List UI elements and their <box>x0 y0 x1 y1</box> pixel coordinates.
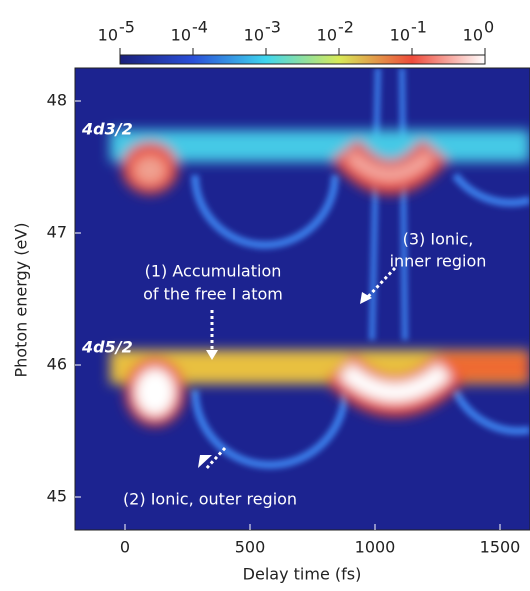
annotation: 4d5/2 <box>81 338 133 357</box>
colorbar-tick-exponent: -3 <box>265 18 281 37</box>
y-tick-label: 46 <box>47 355 67 374</box>
y-tick-label: 47 <box>47 223 67 242</box>
heatmap <box>75 68 530 530</box>
y-tick-label: 48 <box>47 91 67 110</box>
annotation: inner region <box>390 252 487 271</box>
colorbar-tick-label: 10 <box>317 26 337 45</box>
colorbar-tick-label: 10 <box>171 26 191 45</box>
x-tick-label: 500 <box>235 538 266 557</box>
colorbar-tick-label: 10 <box>463 26 483 45</box>
plot-frame <box>74 67 530 531</box>
annotation: 4d3/2 <box>81 120 133 139</box>
annotation: (3) Ionic, <box>403 230 474 249</box>
x-tick-label: 0 <box>120 538 130 557</box>
x-tick-label: 1000 <box>355 538 396 557</box>
colorbar-tick-label: 10 <box>244 26 264 45</box>
colorbar-tick-label: 10 <box>98 26 118 45</box>
colorbar <box>119 54 486 65</box>
x-tick-label: 1500 <box>480 538 521 557</box>
y-tick-label: 45 <box>47 487 67 506</box>
colorbar-tick-exponent: 0 <box>484 18 494 37</box>
colorbar-tick-exponent: -5 <box>119 18 135 37</box>
colorbar-tick-exponent: -2 <box>338 18 354 37</box>
annotation: of the free I atom <box>143 285 283 304</box>
y-axis-label: Photon energy (eV) <box>12 223 31 378</box>
x-axis-label: Delay time (fs) <box>243 565 362 584</box>
annotation: (2) Ionic, outer region <box>123 490 297 509</box>
annotation: (1) Accumulation <box>145 262 282 281</box>
colorbar-tick-exponent: -4 <box>192 18 208 37</box>
colorbar-tick-exponent: -1 <box>411 18 427 37</box>
colorbar-tick-label: 10 <box>390 26 410 45</box>
